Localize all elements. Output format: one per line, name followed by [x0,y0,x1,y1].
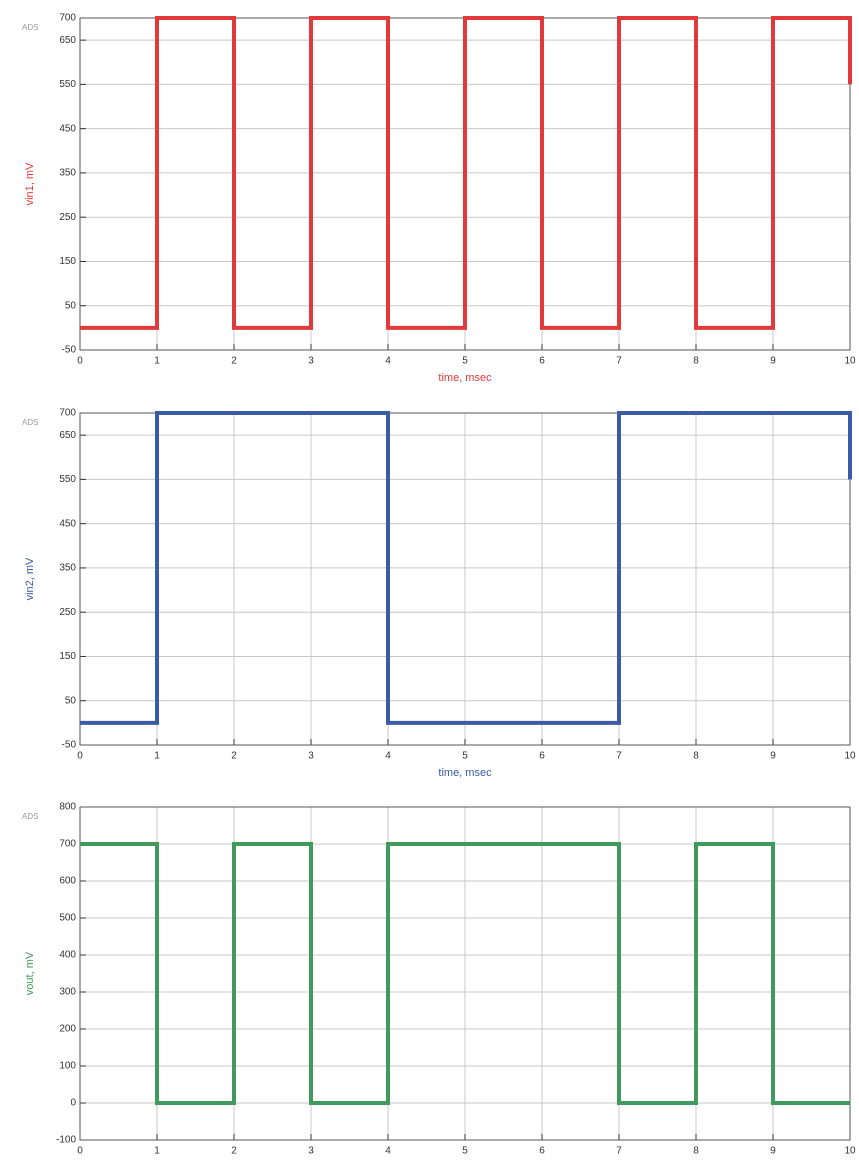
x-tick-label: 5 [462,356,468,367]
y-tick-label: 400 [59,950,76,961]
y-tick-label: 150 [59,651,76,662]
x-tick-label: 3 [308,751,314,762]
x-tick-label: 9 [770,1146,776,1157]
data-line [80,16,852,330]
y-axis-label: vin1, mV [24,162,36,205]
x-tick-label: 1 [154,751,160,762]
x-tick-label: 3 [308,1146,314,1157]
y-tick-label: 550 [59,79,76,90]
x-tick-label: 6 [539,751,545,762]
x-tick-label: 2 [231,1146,237,1157]
annotation: ADS [22,418,38,427]
y-axis-label: vin2, mV [24,557,36,600]
x-tick-label: 5 [462,751,468,762]
y-tick-label: 350 [59,168,76,179]
x-tick-label: 2 [231,356,237,367]
data-line [80,842,850,1105]
y-tick-label: 250 [59,607,76,618]
x-tick-label: 4 [385,751,391,762]
x-axis-label: time, msec [438,767,492,779]
y-tick-label: 150 [59,256,76,267]
y-tick-label: 700 [59,839,76,850]
x-tick-label: 4 [385,356,391,367]
x-tick-label: 1 [154,1146,160,1157]
y-tick-label: 600 [59,876,76,887]
y-tick-label: 650 [59,430,76,441]
x-tick-label: 0 [77,356,83,367]
x-tick-label: 0 [77,751,83,762]
x-tick-label: 7 [616,356,622,367]
x-tick-label: 10 [844,1146,856,1157]
x-axis-label: time, msec [438,372,492,384]
x-tick-label: 0 [77,1146,83,1157]
y-tick-label: 50 [65,300,77,311]
plot-frame [79,806,851,1141]
y-axis-label: vout, mV [24,951,36,995]
y-tick-label: 450 [59,518,76,529]
x-tick-label: 2 [231,751,237,762]
x-tick-label: 9 [770,751,776,762]
x-tick-label: 6 [539,1146,545,1157]
y-tick-label: 700 [59,13,76,24]
x-tick-label: 9 [770,356,776,367]
y-tick-label: -100 [56,1135,76,1146]
x-tick-label: 4 [385,1146,391,1157]
x-tick-label: 10 [844,751,856,762]
x-tick-label: 1 [154,356,160,367]
y-tick-label: 200 [59,1024,76,1035]
y-tick-label: 100 [59,1061,76,1072]
x-tick-label: 7 [616,1146,622,1157]
annotation: ADS [22,23,38,32]
y-tick-label: 0 [70,1098,76,1109]
y-tick-label: 700 [59,408,76,419]
x-tick-label: 3 [308,356,314,367]
x-tick-label: 10 [844,356,856,367]
x-tick-label: 6 [539,356,545,367]
y-tick-label: 500 [59,913,76,924]
y-tick-label: 550 [59,474,76,485]
y-tick-label: 50 [65,695,77,706]
y-tick-label: 650 [59,35,76,46]
x-tick-label: 8 [693,356,699,367]
y-tick-label: 250 [59,212,76,223]
y-tick-label: 350 [59,563,76,574]
x-tick-label: 5 [462,1146,468,1157]
x-tick-label: 7 [616,751,622,762]
y-tick-label: 300 [59,987,76,998]
y-tick-label: -50 [62,345,77,356]
plot-frame [79,412,851,746]
annotation: ADS [22,812,38,821]
data-line [80,411,852,725]
y-tick-label: 800 [59,802,76,813]
y-tick-label: 450 [59,123,76,134]
x-tick-label: 8 [693,751,699,762]
y-tick-label: -50 [62,740,77,751]
x-tick-label: 8 [693,1146,699,1157]
